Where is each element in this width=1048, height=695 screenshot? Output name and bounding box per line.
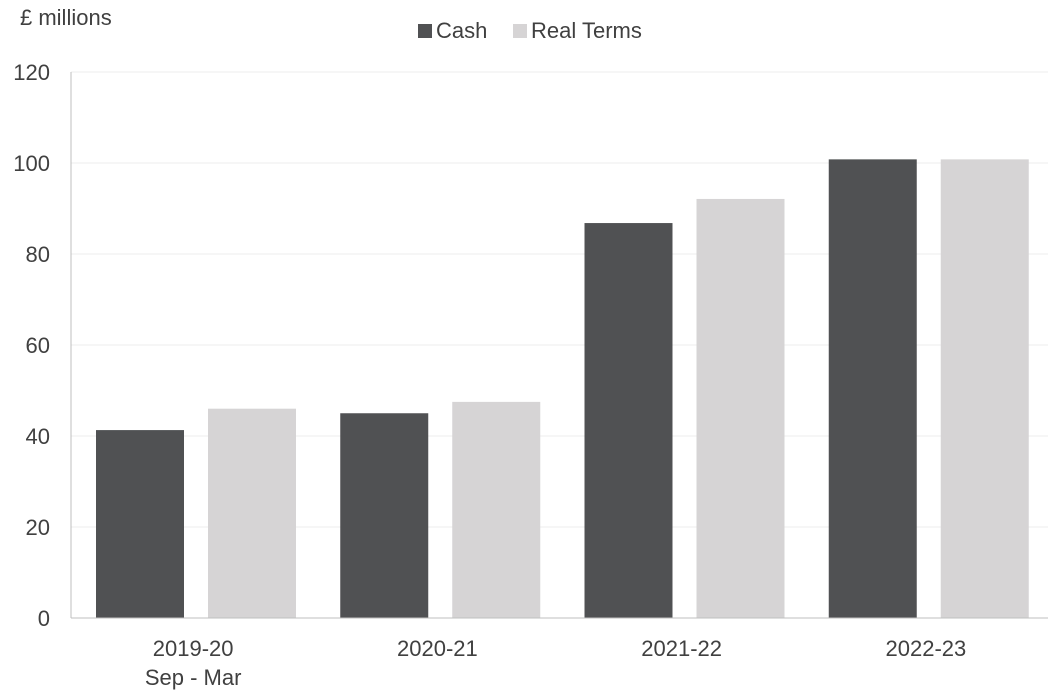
- y-tick-label: 40: [26, 424, 50, 449]
- y-tick-label: 100: [13, 151, 50, 176]
- bar-real-terms: [940, 159, 1029, 619]
- y-tick-label: 20: [26, 515, 50, 540]
- bars: [96, 159, 1029, 619]
- x-category-label: 2020-21: [397, 636, 478, 661]
- bar-real-terms: [696, 198, 785, 618]
- legend: Cash Real Terms: [418, 18, 642, 43]
- x-category-label: Sep - Mar: [145, 665, 242, 690]
- bar-real-terms: [452, 401, 541, 618]
- bar-cash: [96, 430, 184, 618]
- y-tick-label: 60: [26, 333, 50, 358]
- y-tick-labels: 0 20 40 60 80 100 120: [13, 60, 50, 631]
- x-category-label: 2019-20: [153, 636, 234, 661]
- bar-real-terms: [208, 408, 296, 618]
- y-tick-label: 0: [38, 606, 50, 631]
- x-category-label: 2021-22: [641, 636, 722, 661]
- axes: [70, 72, 1048, 619]
- legend-label: Cash: [436, 18, 487, 43]
- bar-cash: [340, 413, 429, 618]
- bar-cash: [828, 159, 917, 619]
- y-axis-unit-label: £ millions: [20, 5, 112, 30]
- y-tick-label: 120: [13, 60, 50, 85]
- legend-label: Real Terms: [531, 18, 642, 43]
- legend-swatch: [513, 24, 527, 38]
- x-category-label: 2022-23: [886, 636, 967, 661]
- x-category-labels: 2019-20 Sep - Mar 2020-21 2021-22 2022-23: [145, 636, 966, 690]
- y-tick-label: 80: [26, 242, 50, 267]
- legend-swatch: [418, 24, 432, 38]
- bar-cash: [584, 223, 673, 618]
